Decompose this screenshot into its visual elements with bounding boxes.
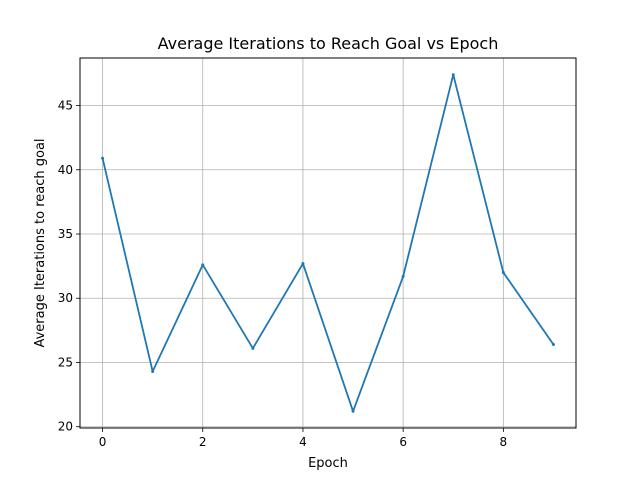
data-point [251,346,255,350]
y-tick-label: 20 [58,420,73,434]
chart-title: Average Iterations to Reach Goal vs Epoc… [158,34,499,53]
data-point [301,262,305,266]
x-axis-label: Epoch [308,456,348,471]
data-point [401,274,405,278]
y-tick-label: 35 [58,227,73,241]
x-tick-label: 4 [299,435,307,449]
plot-area-frame [79,57,577,429]
data-point [101,156,105,160]
data-point [501,271,505,275]
y-tick-label: 25 [58,355,73,369]
x-tick-label: 0 [99,435,107,449]
data-point [351,409,355,413]
y-axis: 20 25 30 35 40 45 [58,99,80,434]
data-point [451,73,455,77]
y-axis-label: Average Iterations to reach goal [33,138,48,347]
y-tick-label: 30 [58,291,73,305]
x-axis: 0 2 4 6 8 [99,428,507,449]
series-lines [101,73,555,413]
grid-lines [80,58,576,428]
data-point [201,263,205,267]
data-point [551,342,555,346]
x-tick-label: 6 [399,435,407,449]
y-tick-label: 45 [58,99,73,113]
x-tick-label: 2 [199,435,207,449]
series-line [101,73,555,413]
data-point [151,369,155,373]
y-tick-label: 40 [58,163,73,177]
x-tick-label: 8 [500,435,508,449]
